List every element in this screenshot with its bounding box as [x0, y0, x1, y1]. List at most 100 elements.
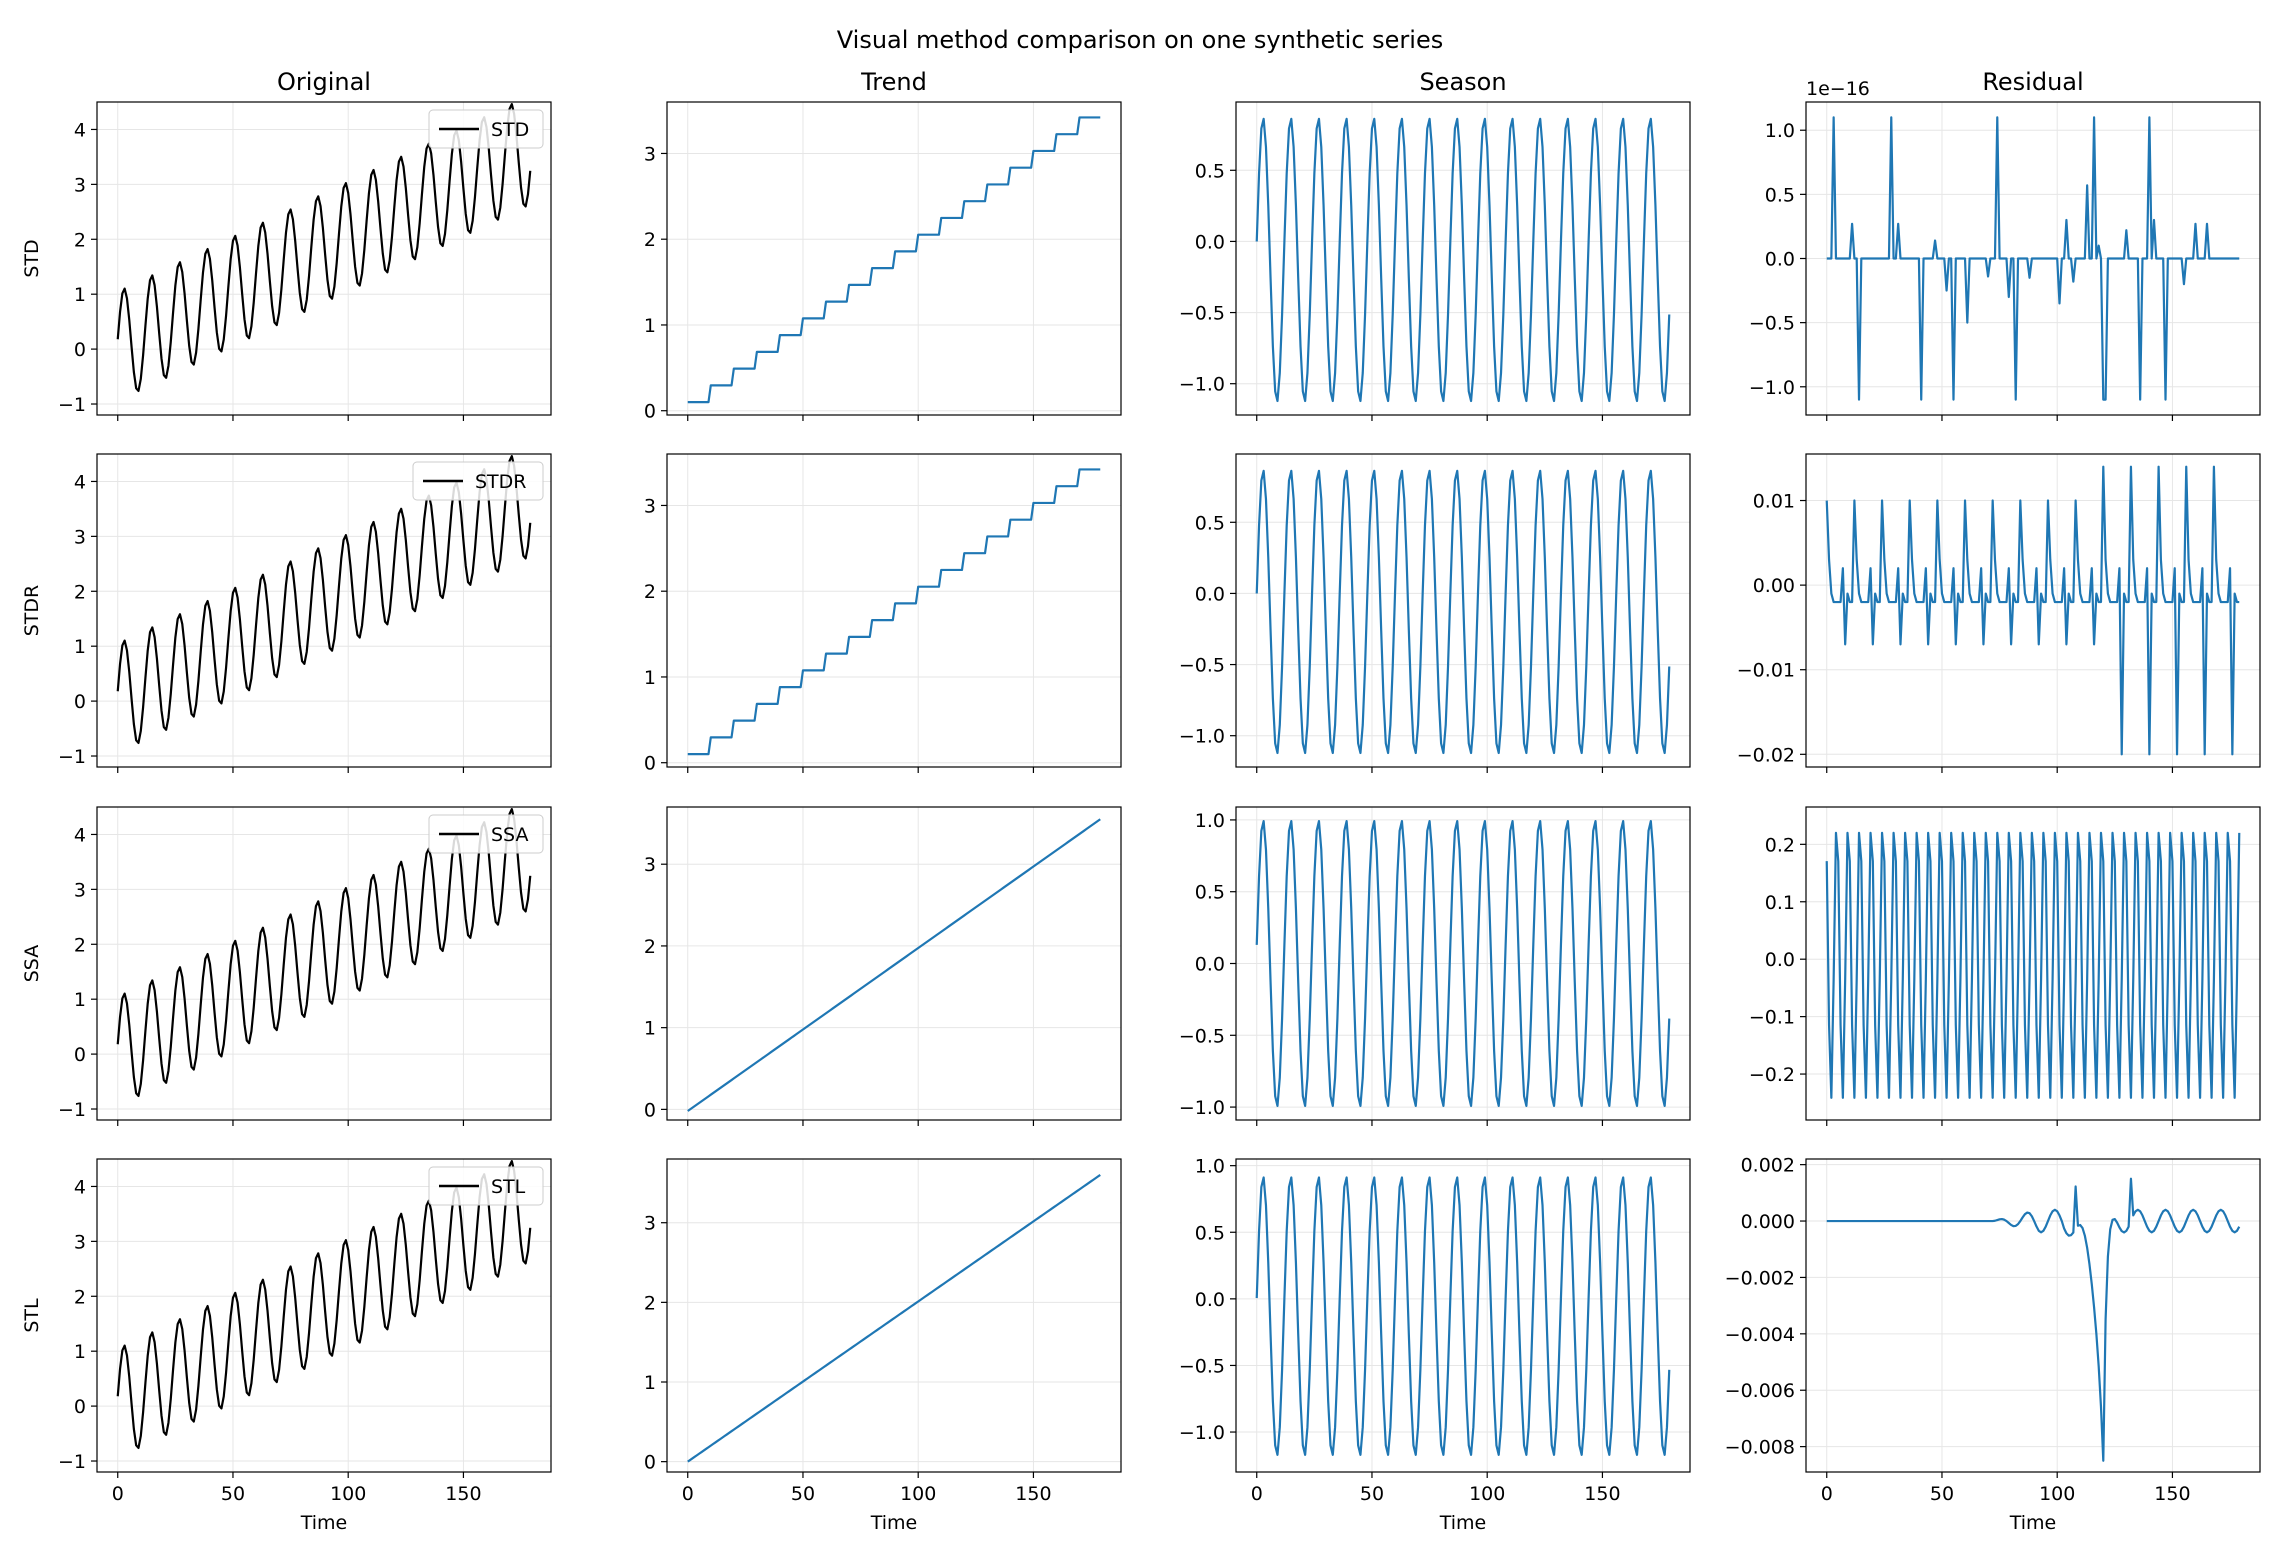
y-tick-label: 2 — [644, 229, 656, 251]
axes-frame — [666, 101, 1122, 416]
axes-frame — [666, 806, 1122, 1121]
axes-frame — [96, 1158, 552, 1473]
series-line-std-trend — [687, 116, 1101, 404]
y-tick-label: −1 — [58, 746, 86, 768]
y-tick-label: 1 — [74, 284, 86, 306]
legend-box — [428, 1166, 544, 1206]
subplot-grid: −1 0 1 2 3 4 Original STD STD 0 1 2 3 Trend −1.0 −0.5 0.… — [21, 68, 2261, 1534]
y-tick-label: −0.5 — [1179, 1355, 1225, 1377]
y-tick-label: 0 — [74, 1396, 86, 1418]
y-tick-label: 0.01 — [1753, 491, 1795, 513]
y-tick-label: 0.5 — [1765, 184, 1795, 206]
x-tick-label: 150 — [1584, 1483, 1620, 1505]
y-tick-label: 1 — [644, 1372, 656, 1394]
y-tick-label: 2 — [74, 229, 86, 251]
y-tick-label: 0.0 — [1195, 954, 1225, 976]
axes-frame — [96, 453, 552, 768]
y-tick-label: −0.5 — [1179, 655, 1225, 677]
y-tick-label: −0.002 — [1725, 1267, 1795, 1289]
y-tick-label: 3 — [644, 143, 656, 165]
y-tick-label: 2 — [644, 1292, 656, 1314]
axes-frame — [1235, 453, 1691, 768]
subplot-stl-trend: 0 50 100 150 0 1 2 3 Time — [644, 1158, 1122, 1534]
y-tick-label: 4 — [74, 824, 86, 846]
y-tick-label: 3 — [74, 526, 86, 548]
y-offset-text: 1e−16 — [1806, 78, 1870, 100]
x-tick-label: 100 — [900, 1483, 936, 1505]
y-tick-label: 2 — [74, 1286, 86, 1308]
series-line-stdr-season — [1255, 469, 1671, 755]
y-tick-label: 0.000 — [1741, 1211, 1795, 1233]
y-tick-label: 3 — [74, 174, 86, 196]
y-tick-label: 2 — [74, 934, 86, 956]
x-tick-label: 50 — [1930, 1483, 1954, 1505]
subplot-stdr-trend: 0 1 2 3 — [644, 453, 1122, 775]
subplot-std-residual: −1.0 −0.5 0.0 0.5 1.0 1e−16 Residual — [1749, 68, 2261, 421]
y-tick-label: 1.0 — [1765, 120, 1795, 142]
y-tick-label: 0.002 — [1741, 1155, 1795, 1177]
y-tick-label: 1 — [74, 1341, 86, 1363]
legend-box — [428, 109, 544, 149]
subplot-ssa-original: −1 0 1 2 3 4 SSA SSA — [21, 806, 552, 1126]
y-tick-label: 0 — [74, 1044, 86, 1066]
y-tick-label: 4 — [74, 471, 86, 493]
y-tick-label: −0.5 — [1179, 1025, 1225, 1047]
y-tick-label: 0.0 — [1195, 231, 1225, 253]
series-line-std-season — [1255, 117, 1671, 403]
axes-frame — [666, 1158, 1122, 1473]
legend-label: STL — [491, 1176, 526, 1198]
y-tick-label: 0 — [644, 753, 656, 775]
series-line-ssa-original — [116, 808, 532, 1098]
x-axis-label: Time — [2009, 1512, 2057, 1534]
x-tick-label: 150 — [2154, 1483, 2190, 1505]
x-tick-label: 100 — [1469, 1483, 1505, 1505]
x-tick-label: 100 — [330, 1483, 366, 1505]
y-tick-label: 1 — [74, 989, 86, 1011]
x-axis-label: Time — [1439, 1512, 1487, 1534]
legend-label: SSA — [491, 824, 528, 846]
row-label-stl: STL — [21, 1298, 43, 1333]
subplot-stdr-season: −1.0 −0.5 0.0 0.5 — [1179, 453, 1691, 773]
y-tick-label: 0.5 — [1195, 882, 1225, 904]
y-tick-label: 3 — [74, 1231, 86, 1253]
y-tick-label: −0.02 — [1737, 744, 1795, 766]
x-tick-label: 50 — [1360, 1483, 1384, 1505]
y-tick-label: 2 — [74, 581, 86, 603]
series-line-std-original — [116, 103, 532, 393]
axes-frame — [1235, 101, 1691, 416]
series-line-stdr-trend — [687, 468, 1101, 756]
y-tick-label: 0.5 — [1195, 512, 1225, 534]
subplot-ssa-season: −1.0 −0.5 0.0 0.5 1.0 — [1179, 806, 1691, 1126]
figure-title: Visual method comparison on one syntheti… — [837, 26, 1443, 54]
column-title-season: Season — [1419, 68, 1506, 96]
y-tick-label: 1.0 — [1195, 810, 1225, 832]
x-tick-label: 150 — [445, 1483, 481, 1505]
y-tick-label: −1.0 — [1749, 377, 1795, 399]
legend-box — [412, 461, 544, 501]
y-tick-label: 0.5 — [1195, 160, 1225, 182]
y-tick-label: 4 — [74, 1176, 86, 1198]
subplot-stl-residual: 0 50 100 150 −0.008 −0.006 −0.004 −0.002 0.000 0.… — [1725, 1155, 2261, 1534]
subplot-ssa-trend: 0 1 2 3 — [644, 806, 1122, 1126]
y-tick-label: 0 — [644, 1452, 656, 1474]
axes-frame — [1805, 453, 2261, 768]
y-tick-label: −1.0 — [1179, 374, 1225, 396]
y-tick-label: 3 — [644, 1213, 656, 1235]
x-tick-label: 0 — [1821, 1483, 1833, 1505]
axes-frame — [1805, 806, 2261, 1121]
y-tick-label: −1 — [58, 1451, 86, 1473]
y-tick-label: 1 — [644, 315, 656, 337]
y-tick-label: −0.5 — [1749, 313, 1795, 335]
x-axis-label: Time — [300, 1512, 348, 1534]
subplot-stdr-residual: −0.02 −0.01 0.00 0.01 — [1737, 453, 2261, 773]
y-tick-label: 0.0 — [1765, 949, 1795, 971]
y-tick-label: −1 — [58, 394, 86, 416]
subplot-stdr-original: −1 0 1 2 3 4 STDR STDR — [21, 453, 552, 773]
y-tick-label: 3 — [644, 854, 656, 876]
y-tick-label: 0 — [74, 691, 86, 713]
y-tick-label: −1 — [58, 1099, 86, 1121]
y-tick-label: 1 — [644, 667, 656, 689]
column-title-trend: Trend — [860, 68, 927, 96]
y-tick-label: 0 — [644, 401, 656, 423]
axes-frame — [96, 101, 552, 416]
